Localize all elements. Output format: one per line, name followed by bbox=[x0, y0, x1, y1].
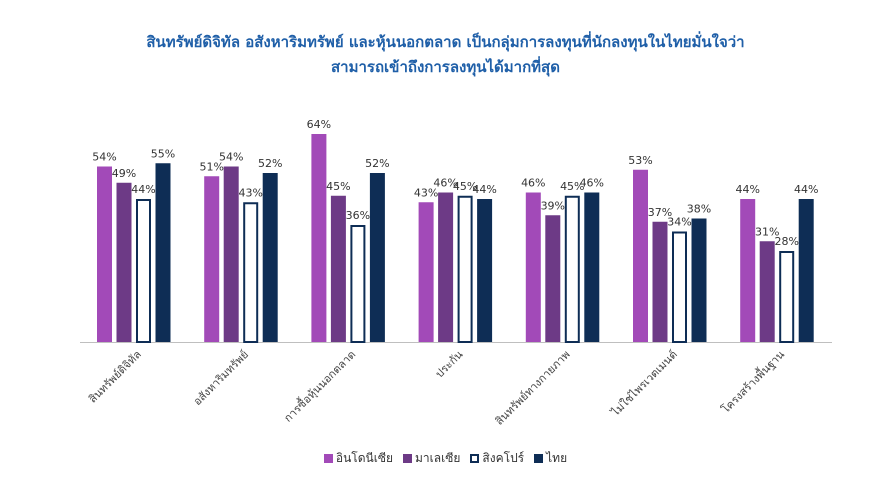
bar bbox=[633, 169, 648, 342]
legend-swatch bbox=[403, 454, 413, 463]
x-tick-label: ประกัน bbox=[433, 348, 466, 381]
bar-value-label: 52% bbox=[258, 157, 282, 170]
bar-value-label: 43% bbox=[238, 186, 262, 199]
bar bbox=[779, 251, 795, 343]
bar bbox=[759, 241, 775, 342]
bar-value-label: 28% bbox=[774, 235, 798, 248]
bar bbox=[369, 173, 385, 342]
bar bbox=[311, 134, 327, 342]
bar bbox=[204, 176, 220, 342]
bar bbox=[243, 202, 259, 343]
chart-legend: อินโดนีเซีย มาเลเซีย สิงคโปร์ ไทย bbox=[0, 449, 891, 468]
bar bbox=[418, 202, 434, 342]
x-tick-label: โครงสร้างพื้นฐาน bbox=[718, 346, 788, 416]
legend-item: มาเลเซีย bbox=[403, 449, 460, 468]
legend-item: สิงคโปร์ bbox=[470, 449, 524, 468]
bar bbox=[136, 199, 151, 343]
chart-title-line-1: สินทรัพย์ดิจิทัล อสังหาริมทรัพย์ และหุ้น… bbox=[146, 33, 745, 51]
bar bbox=[457, 195, 473, 343]
chart-title-line-2: สามารถเข้าถึงการลงทุนได้มากที่สุด bbox=[331, 58, 560, 76]
bar bbox=[155, 163, 171, 342]
bar-value-label: 51% bbox=[199, 160, 223, 173]
bar-value-label: 39% bbox=[541, 199, 565, 212]
bar bbox=[564, 195, 580, 343]
bar-value-label: 46% bbox=[521, 177, 545, 190]
legend-label: มาเลเซีย bbox=[415, 451, 461, 465]
legend-label: ไทย bbox=[546, 451, 568, 465]
x-tick-label: ไม่ใช่ไพรเวตเมนต์ bbox=[608, 348, 679, 419]
bar-value-label: 46% bbox=[433, 177, 457, 190]
bar-value-label: 43% bbox=[414, 186, 438, 199]
bar-value-label: 44% bbox=[735, 183, 759, 196]
bar-value-label: 55% bbox=[151, 147, 175, 160]
legend-swatch bbox=[534, 454, 544, 463]
legend-swatch bbox=[470, 454, 480, 463]
bar-value-label: 44% bbox=[794, 183, 818, 196]
bar bbox=[477, 199, 493, 342]
bar-value-label: 53% bbox=[628, 154, 652, 167]
bar bbox=[672, 231, 687, 343]
bar-value-label: 36% bbox=[346, 209, 370, 222]
bar-value-label: 44% bbox=[472, 183, 496, 196]
bar-value-label: 54% bbox=[219, 151, 243, 164]
bar-value-label: 54% bbox=[92, 151, 116, 164]
x-tick-label: การซื้อหุ้นนอกตลาด bbox=[280, 347, 358, 425]
bar-value-label: 31% bbox=[755, 225, 779, 238]
bar bbox=[116, 182, 132, 342]
bar bbox=[330, 195, 346, 342]
legend-item: ไทย bbox=[534, 449, 567, 468]
bar bbox=[584, 192, 600, 342]
bar bbox=[691, 218, 707, 342]
legend-label: สิงคโปร์ bbox=[482, 451, 525, 465]
bar-value-label: 64% bbox=[307, 118, 331, 131]
bar bbox=[438, 192, 454, 342]
x-tick-label: สินทรัพย์ทางกายภาพ bbox=[493, 348, 573, 428]
bar bbox=[525, 192, 541, 342]
x-tick-label: สินทรัพย์ดิจิทัล bbox=[86, 348, 144, 406]
legend-swatch bbox=[323, 454, 333, 463]
bar bbox=[262, 173, 278, 342]
bar-chart: 54%49%44%55%สินทรัพย์ดิจิทัล51%54%43%52%… bbox=[80, 118, 832, 428]
legend-label: อินโดนีเซีย bbox=[335, 451, 394, 465]
bar-value-label: 52% bbox=[365, 157, 389, 170]
legend-item: อินโดนีเซีย bbox=[323, 449, 394, 468]
bar-value-label: 34% bbox=[667, 216, 691, 229]
bar-value-label: 49% bbox=[112, 167, 136, 180]
bar bbox=[545, 215, 561, 342]
bar-value-label: 37% bbox=[648, 206, 672, 219]
bar bbox=[652, 221, 668, 342]
bar-value-label: 38% bbox=[687, 203, 711, 216]
bar-value-label: 46% bbox=[580, 177, 604, 190]
bar bbox=[740, 199, 756, 342]
bar-value-label: 44% bbox=[131, 183, 155, 196]
bar bbox=[97, 166, 112, 342]
x-tick-label: อสังหาริมทรัพย์ bbox=[191, 348, 251, 408]
bar-value-label: 45% bbox=[560, 180, 584, 193]
bar-value-label: 45% bbox=[453, 180, 477, 193]
bar bbox=[223, 166, 239, 342]
bar-value-label: 45% bbox=[326, 180, 350, 193]
bar bbox=[798, 199, 814, 342]
chart-title: สินทรัพย์ดิจิทัล อสังหาริมทรัพย์ และหุ้น… bbox=[0, 30, 891, 80]
bar bbox=[350, 225, 366, 343]
